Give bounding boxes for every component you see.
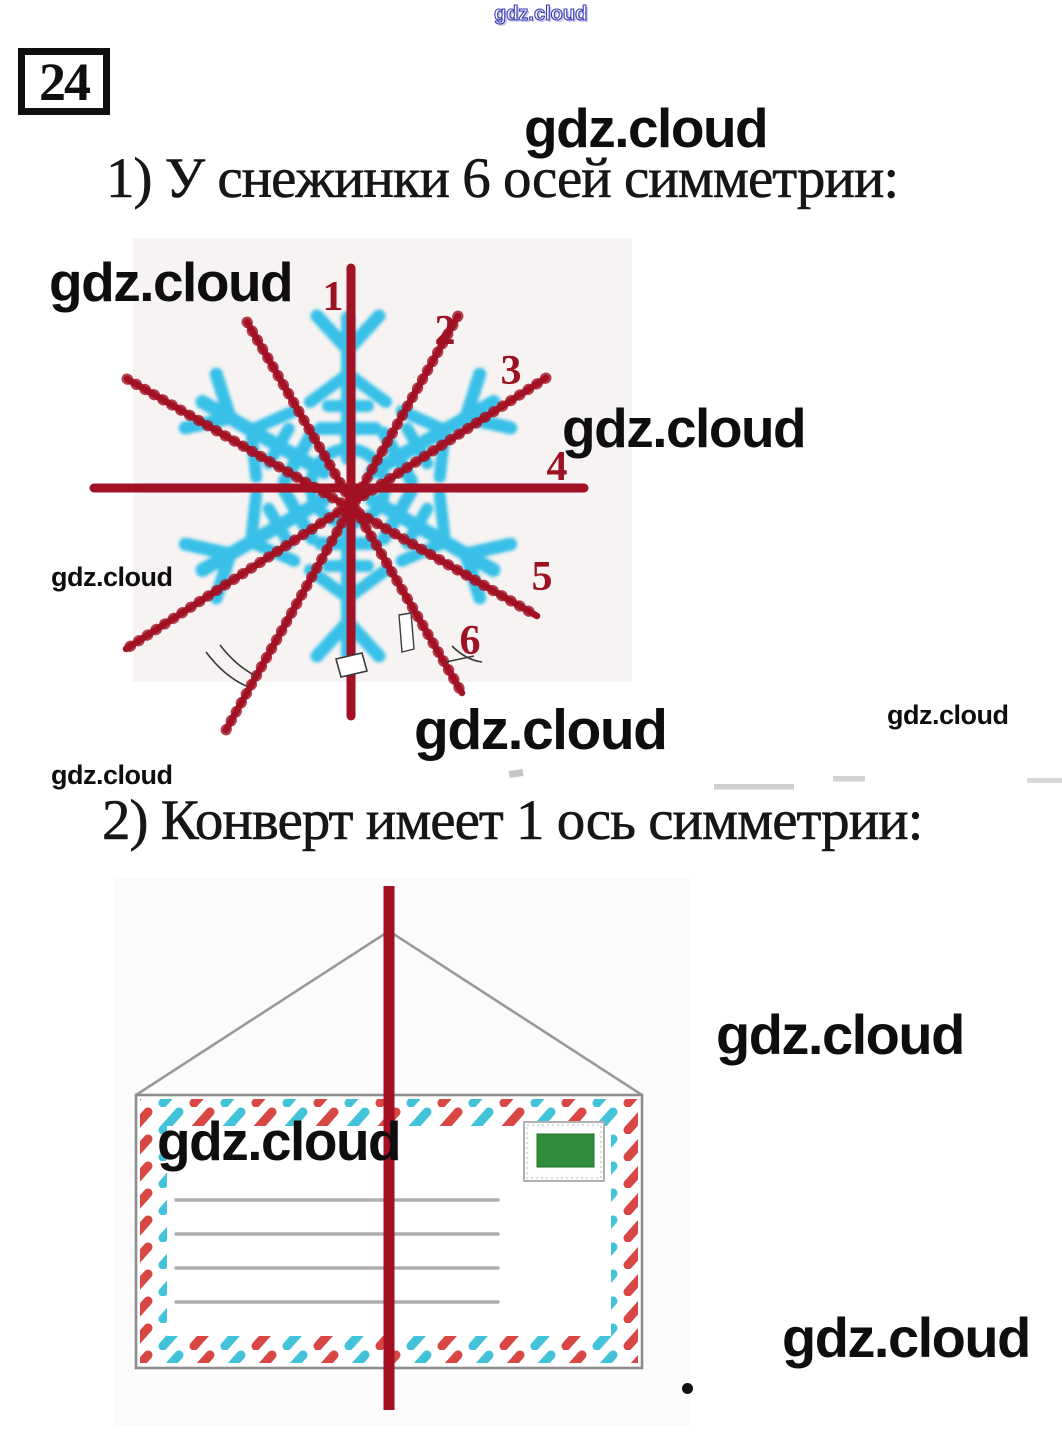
axis-label-2: 2 [435,308,456,354]
watermark-right-of-envelope: gdz.cloud [716,1003,965,1066]
watermark-left-upper: gdz.cloud [49,251,294,313]
watermark-left-small: gdz.cloud [51,562,173,592]
axis-label-1: 1 [323,274,344,320]
sentence-period: . [679,1332,696,1408]
symmetry-axis-6 [241,316,468,699]
axis-label-4: 4 [547,444,568,490]
watermark-below-snowflake: gdz.cloud [414,698,668,762]
watermark-top-tiny: gdz.cloud [493,2,588,25]
axis-label-6: 6 [460,618,481,664]
symmetry-axes [89,263,589,736]
watermark-left-small-2: gdz.cloud [51,760,173,790]
erasure-artifacts [205,612,483,687]
airmail-border-right [611,1126,638,1336]
axis-labels: 1 2 3 4 5 6 [323,274,568,664]
stamp [523,1121,605,1182]
stamp-perforation [526,1124,602,1179]
symmetry-axis-3 [120,372,552,655]
heading-artifacts [508,769,1062,790]
problem-number-box: 24 [18,48,110,115]
watermark-right-of-snowflake: gdz.cloud [562,397,807,459]
watermark-bottom-right: gdz.cloud [782,1306,1031,1369]
heading-section-2: 2) Конверт имеет 1 ось симметрии: [102,789,924,853]
airmail-border-left [140,1126,167,1336]
envelope-figure [134,886,644,1410]
heading-section-1: 1) У снежинки 6 осей симметрии: [106,147,900,211]
watermark-inside-envelope: gdz.cloud [157,1110,402,1172]
axis-label-5: 5 [532,554,553,600]
problem-number: 24 [39,51,91,112]
stamp-image [536,1133,595,1168]
axis-label-3: 3 [501,348,522,394]
watermark-top-center: gdz.cloud [524,97,769,159]
symmetry-axis-2 [220,310,464,736]
symmetry-axis-5 [121,373,543,622]
address-lines [174,1198,500,1304]
watermark-right-small: gdz.cloud [887,700,1009,730]
